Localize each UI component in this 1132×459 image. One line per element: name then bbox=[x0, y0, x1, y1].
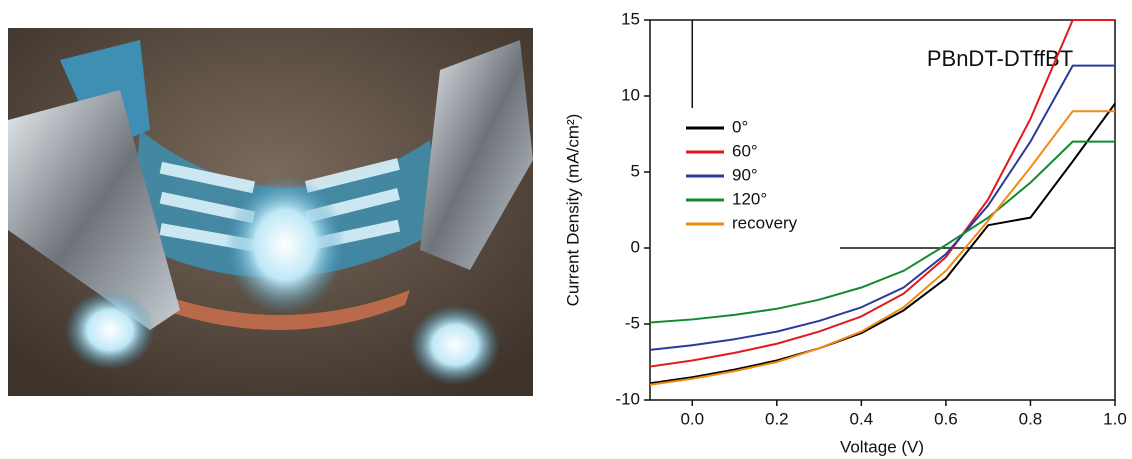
y-tick-label: 15 bbox=[621, 9, 640, 28]
legend-label: 120° bbox=[732, 189, 767, 208]
series-line bbox=[649, 19, 1115, 368]
x-axis-label: Voltage (V) bbox=[840, 437, 924, 456]
legend-label: 60° bbox=[732, 141, 758, 160]
series-line bbox=[649, 110, 1115, 386]
chart-annotation: PBnDT-DTffBT bbox=[927, 46, 1073, 71]
y-axis-label: Current Density (mA/cm²) bbox=[563, 114, 582, 307]
x-tick-label: 0.4 bbox=[850, 409, 874, 428]
photo bbox=[8, 28, 533, 396]
y-tick-label: 10 bbox=[621, 85, 640, 104]
y-tick-label: -10 bbox=[615, 389, 640, 408]
x-tick-label: 0.0 bbox=[680, 409, 704, 428]
x-tick-label: 0.8 bbox=[1019, 409, 1043, 428]
series-line bbox=[649, 64, 1115, 351]
plot-frame bbox=[649, 19, 1116, 401]
legend-label: recovery bbox=[732, 213, 798, 232]
x-tick-label: 1.0 bbox=[1103, 409, 1127, 428]
y-tick-label: 0 bbox=[631, 237, 640, 256]
series-line bbox=[649, 103, 1116, 385]
y-tick-label: 5 bbox=[631, 161, 640, 180]
series-line bbox=[649, 140, 1115, 324]
x-tick-label: 0.6 bbox=[934, 409, 958, 428]
legend-label: 90° bbox=[732, 165, 758, 184]
legend-label: 0° bbox=[732, 117, 748, 136]
y-tick-label: -5 bbox=[625, 313, 640, 332]
x-tick-label: 0.2 bbox=[765, 409, 789, 428]
